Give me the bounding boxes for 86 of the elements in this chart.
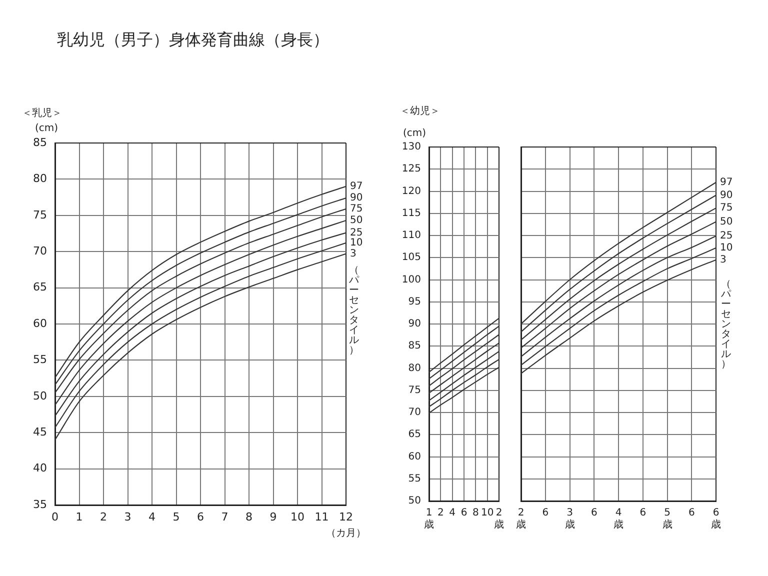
x-tick-label: 10 <box>290 510 304 524</box>
y-tick-label: 90 <box>408 318 421 330</box>
y-tick-label: 70 <box>408 407 421 418</box>
x-tick-label: 8 <box>472 508 479 519</box>
y-tick-label: 85 <box>408 340 421 352</box>
y-tick-label: 50 <box>408 496 421 507</box>
series-label: 50 <box>720 216 733 228</box>
y-tick-label: 85 <box>33 136 47 149</box>
x-tick-label: 2歳 <box>516 508 526 531</box>
x-tick-label: 5 <box>172 510 180 524</box>
y-tick-label: 95 <box>408 296 421 308</box>
x-tick-label: 2 <box>437 508 444 519</box>
x-tick-label: 9 <box>270 510 277 524</box>
y-tick-label: 60 <box>408 451 421 462</box>
x-tick-label: 1 <box>76 510 83 524</box>
x-tick-label: 6 <box>197 510 204 524</box>
text: （パーセンタイル） <box>349 265 359 356</box>
line-series <box>428 350 500 402</box>
x-tick-label: 4 <box>148 510 156 524</box>
series-label: 75 <box>720 202 733 214</box>
x-tick-label: 8 <box>246 510 252 524</box>
y-tick-label: 100 <box>402 274 421 286</box>
y-tick-label: 80 <box>33 172 47 186</box>
y-tick-label: 50 <box>33 389 47 402</box>
series-label: 25 <box>350 227 363 238</box>
y-axis-title: (cm) <box>403 128 426 139</box>
y-tick-label: 130 <box>402 142 421 153</box>
x-tick-label: 10 <box>480 508 494 519</box>
y-tick-label: 125 <box>402 164 421 175</box>
series-label: 10 <box>350 238 363 249</box>
y-tick-label: 80 <box>408 362 421 374</box>
x-tick-label: 6 <box>640 508 646 519</box>
chart-subtitle: ＜幼児＞ <box>400 106 440 117</box>
line-series <box>428 342 500 394</box>
chart-title: 乳幼児（男子）身体発育曲線（身長） <box>57 30 329 49</box>
y-tick-label: 55 <box>33 353 47 366</box>
y-tick-label: 35 <box>33 498 47 511</box>
y-axis-title: (cm) <box>35 123 58 134</box>
x-tick-label: 3歳 <box>564 508 575 531</box>
x-tick-label: 11 <box>314 510 329 524</box>
text: （パーセンタイル） <box>721 279 731 370</box>
x-tick-label: 6 <box>542 508 549 519</box>
y-tick-label: 105 <box>402 252 421 264</box>
line-series <box>428 358 500 408</box>
x-tick-label: 4歳 <box>614 508 624 531</box>
y-tick-label: 110 <box>402 230 421 242</box>
series-label: 97 <box>720 176 733 188</box>
x-axis-title: （カ月） <box>326 528 366 539</box>
x-tick-label: 5歳 <box>662 508 672 531</box>
line-series <box>428 366 500 414</box>
x-tick-label: 7 <box>221 510 228 524</box>
line-series <box>428 334 500 386</box>
x-tick-label: 6 <box>688 508 695 519</box>
x-tick-label: 3 <box>124 510 132 524</box>
y-tick-label: 65 <box>408 429 421 440</box>
y-tick-label: 60 <box>33 316 47 330</box>
x-tick-label: 1歳 <box>424 508 434 531</box>
series-label: 25 <box>720 230 733 242</box>
line-series <box>428 326 500 380</box>
x-tick-label: 12 <box>339 510 353 524</box>
x-tick-label: 6歳 <box>711 508 721 531</box>
series-label: 50 <box>350 215 363 226</box>
x-tick-label: 2 <box>100 510 107 524</box>
y-tick-label: 45 <box>33 425 47 438</box>
series-label: 3 <box>350 248 356 260</box>
x-tick-label: 6 <box>460 508 468 519</box>
y-tick-label: 120 <box>402 186 421 197</box>
series-label: 90 <box>720 190 733 201</box>
series-label: 3 <box>720 254 726 266</box>
x-tick-label: 4 <box>449 508 456 519</box>
series-label: 97 <box>350 181 363 192</box>
y-tick-label: 75 <box>33 208 47 222</box>
x-tick-label: 2歳 <box>494 508 504 531</box>
x-tick-label: 0 <box>52 510 58 524</box>
chart-subtitle: ＜乳児＞ <box>22 108 62 119</box>
y-tick-label: 75 <box>408 384 421 396</box>
y-tick-label: 55 <box>408 473 421 484</box>
y-tick-label: 65 <box>33 280 47 294</box>
x-tick-label: 6 <box>590 508 598 519</box>
series-label: 75 <box>350 203 363 214</box>
y-tick-label: 40 <box>33 462 47 475</box>
series-label: 10 <box>720 242 733 254</box>
y-tick-label: 70 <box>33 244 47 258</box>
line-series <box>428 318 500 373</box>
y-tick-label: 115 <box>402 208 421 219</box>
series-label: 90 <box>350 192 363 204</box>
